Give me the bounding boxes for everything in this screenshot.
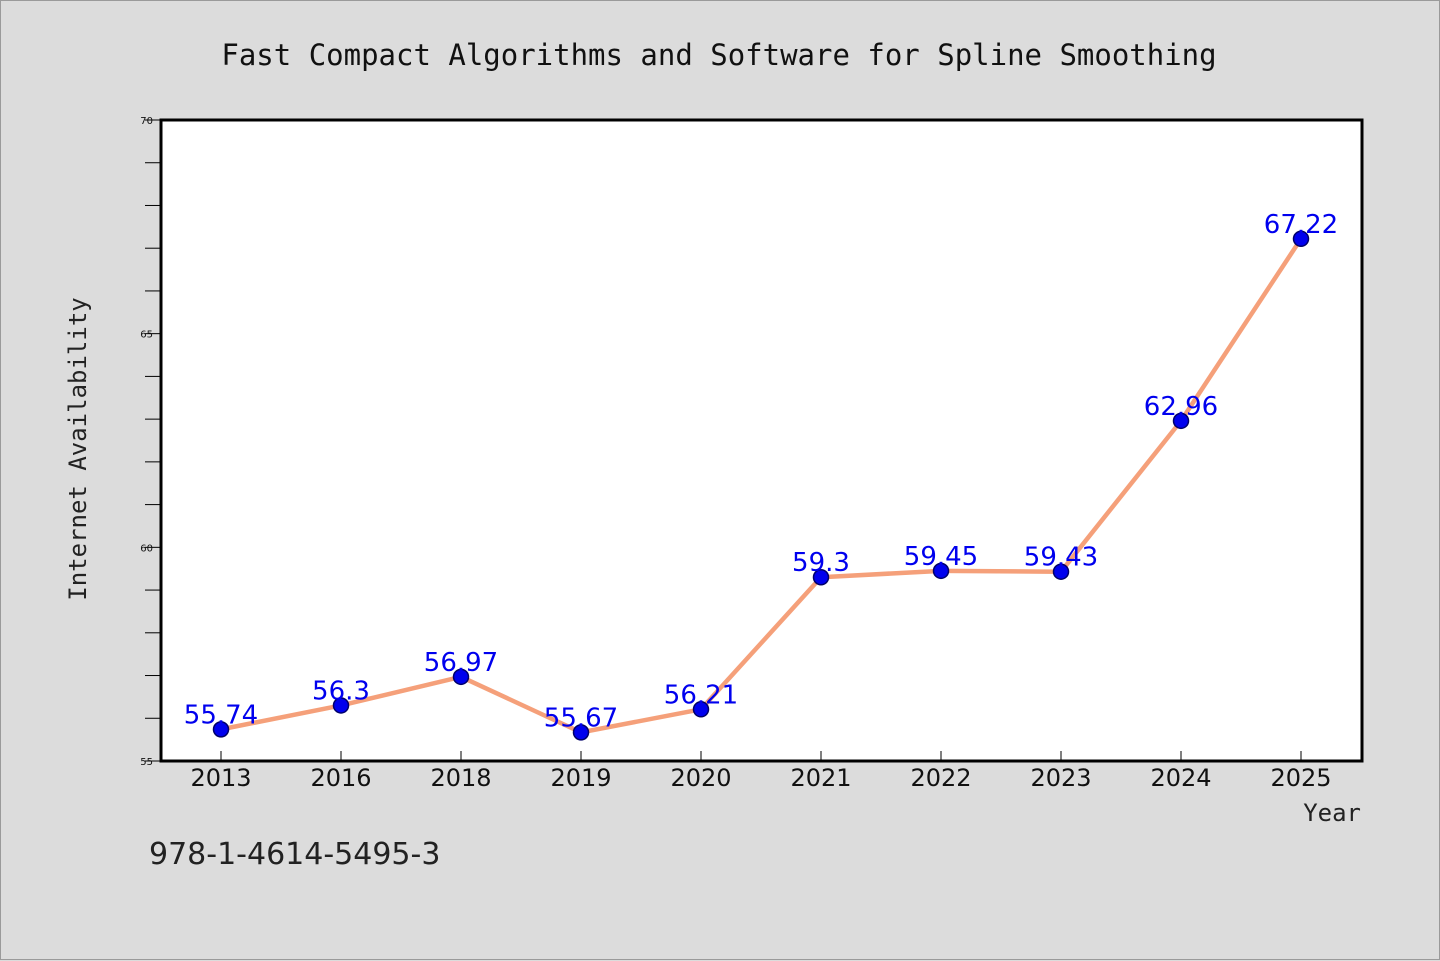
data-label: 55.67 (544, 703, 618, 733)
x-tick-label: 2025 (1270, 764, 1331, 792)
x-tick-label: 2018 (430, 764, 491, 792)
series-line-segment (218, 703, 344, 732)
series-line-segment (1178, 236, 1304, 424)
x-tick-label: 2023 (1030, 764, 1091, 792)
data-point (452, 668, 470, 686)
series-line-segment (578, 707, 704, 735)
x-tick-label: 2016 (310, 764, 371, 792)
footnote-isbn: 978-1-4614-5495-3 (149, 837, 440, 872)
x-tick-label: 2013 (190, 764, 251, 792)
data-point (1052, 563, 1070, 580)
y-axis-label: Internet Availability (64, 297, 92, 600)
data-point (572, 724, 590, 741)
series-line-segment (458, 674, 584, 735)
data-point (812, 568, 830, 586)
data-point (332, 697, 350, 714)
series-line-segment (1058, 418, 1184, 574)
data-label: 59.45 (904, 542, 978, 572)
series-points (212, 230, 1310, 741)
data-point (1292, 230, 1310, 248)
data-label: 56.97 (424, 648, 498, 678)
chart-title: Fast Compact Algorithms and Software for… (221, 38, 1216, 72)
data-point (212, 721, 230, 738)
y-tick-label: 60 (140, 543, 153, 554)
data-label: 59.43 (1024, 543, 1098, 573)
series-line-segment (818, 568, 944, 580)
data-point (692, 701, 710, 718)
data-label: 56.3 (312, 676, 370, 706)
y-tick-label: 70 (140, 116, 153, 127)
x-tick-label: 2021 (790, 764, 851, 792)
data-label: 55.74 (184, 700, 258, 730)
y-tick-label: 65 (140, 330, 153, 341)
series-lines (218, 236, 1304, 735)
data-label: 56.21 (664, 680, 738, 710)
data-point (1172, 412, 1190, 430)
x-tick-label: 2022 (910, 764, 971, 792)
y-axis-ticks: 55 60 65 70 (140, 116, 161, 768)
series-line-segment (338, 674, 464, 708)
y-tick-label: 55 (140, 757, 153, 768)
x-axis-label: Year (1303, 799, 1361, 827)
data-point (932, 562, 950, 580)
series-line-segment (938, 568, 1064, 574)
data-label: 59.3 (792, 548, 850, 578)
data-label: 62.96 (1144, 392, 1218, 422)
data-labels: 55.74 56.3 56.97 55.67 56.21 59.3 59.45 59.43 62… (184, 210, 1338, 734)
series-line-segment (698, 574, 824, 712)
x-tick-label: 2019 (550, 764, 611, 792)
x-tick-label: 2020 (670, 764, 731, 792)
x-tick-label: 2024 (1150, 764, 1211, 792)
data-label: 67.22 (1264, 210, 1338, 240)
x-axis-ticks: 2013 2016 2018 2019 2020 2021 2022 2023 2024 2025 (190, 751, 1332, 792)
plot-area (159, 118, 1364, 763)
